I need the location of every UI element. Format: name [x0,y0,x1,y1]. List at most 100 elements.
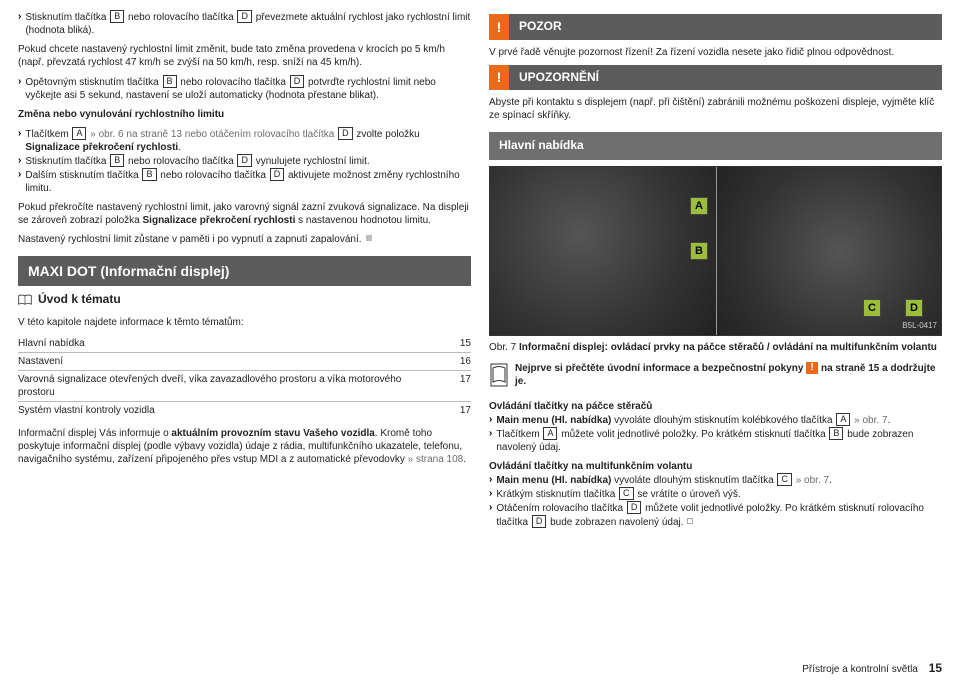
toc-label: Nastavení [18,355,63,368]
key-d: D [290,75,305,88]
toc-label: Hlavní nabídka [18,337,85,350]
chevron-icon: › [18,75,21,102]
read-first-box: Nejprve si přečtěte úvodní informace a b… [489,362,942,392]
text: vyvoláte dlouhým stisknutím tlačítka [611,475,776,486]
toc-row: Nastavení 16 [18,353,471,371]
callout-c: C [863,299,881,317]
callout-d: D [905,299,923,317]
text: Nastavený rychlostní limit zůstane v pam… [18,234,362,245]
toc-page: 17 [460,373,471,399]
text: zvolte položku [354,129,420,140]
key-d: D [237,154,252,167]
footer-label: Přístroje a kontrolní světla [802,664,918,675]
chevron-icon: › [18,127,21,154]
notice-label: POZOR [509,14,942,40]
text: . [888,415,891,426]
text: . [463,454,466,465]
text: . [178,142,181,153]
key-b: B [163,75,177,88]
key-d: D [532,515,547,528]
subsection-main-menu: Hlavní nabídka [489,132,942,160]
chevron-icon: › [489,427,492,454]
warning-inline-icon: ! [806,362,818,374]
caption-text: Informační displej: ovládací prvky na pá… [519,342,937,353]
chevron-icon: › [18,168,21,195]
key-c: C [619,487,634,500]
pozor-text: V prvé řadě věnujte pozornost řízení! Za… [489,46,942,59]
subheading-stalk: Ovládání tlačítky na páčce stěračů [489,400,942,413]
toc-page: 16 [460,355,471,368]
key-b: B [829,427,843,440]
right-column: ! POZOR V prvé řadě věnujte pozornost ří… [489,10,942,529]
text-bold: aktuálním provozním stavu Vašeho vozidla [171,428,374,439]
subheading-wheel: Ovládání tlačítky na multifunkčním volan… [489,460,942,473]
text-bold: Signalizace překročení rychlosti [25,142,178,153]
chevron-icon: › [489,501,492,529]
read-first-text: Nejprve si přečtěte úvodní informace a b… [515,363,806,374]
notice-pozor: ! POZOR [489,14,942,40]
text: nebo rolovacího tlačítka [158,170,269,181]
toc-row: Varovná signalizace otevřených dveří, ví… [18,371,471,402]
key-d: D [270,168,285,181]
bullet-1: › Stisknutím tlačítka B nebo rolovacího … [18,10,471,37]
key-a: A [836,413,850,426]
read-icon [489,362,509,392]
toc-page: 17 [460,404,471,417]
text: nebo rolovacího tlačítka [125,12,236,23]
text: Opětovným stisknutím tlačítka [25,77,161,88]
page-footer: Přístroje a kontrolní světla 15 [802,661,942,677]
bullet-2: › Opětovným stisknutím tlačítka B nebo r… [18,75,471,102]
toc-page: 15 [460,337,471,350]
text: bude zobrazen navolený údaj. [547,517,683,528]
bullet-5: › Dalším stisknutím tlačítka B nebo rolo… [18,168,471,195]
callout-a: A [690,197,708,215]
bullet-r2: › Tlačítkem A můžete volit jednotlivé po… [489,427,942,454]
text: nebo rolovacího tlačítka [125,156,236,167]
bullet-r3: › Main menu (Hl. nabídka) vyvoláte dlouh… [489,473,942,487]
toc-row: Systém vlastní kontroly vozidla 17 [18,402,471,419]
warning-icon: ! [489,65,509,91]
figure-7: A B C D B5L-0417 [489,166,942,336]
bullet-r5: › Otáčením rolovacího tlačítka D můžete … [489,501,942,529]
toc-label: Varovná signalizace otevřených dveří, ví… [18,373,403,399]
text-bold: Signalizace překročení rychlosti [143,215,296,226]
toc-row: Hlavní nabídka 15 [18,335,471,353]
key-d: D [627,501,642,514]
text: Tlačítkem [496,429,542,440]
text: Informační displej Vás informuje o [18,428,171,439]
key-b: B [110,154,124,167]
warning-icon: ! [489,14,509,40]
left-column: › Stisknutím tlačítka B nebo rolovacího … [18,10,471,529]
footer-page: 15 [929,661,942,675]
key-a: A [543,427,557,440]
text: . [829,475,832,486]
key-d: D [237,10,252,23]
text: se vrátíte o úroveň výš. [635,489,741,500]
chevron-icon: › [489,487,492,501]
bullet-4: › Stisknutím tlačítka B nebo rolovacího … [18,154,471,168]
key-a: A [72,127,86,140]
book-icon [18,294,32,306]
text: » obr. 6 na straně 13 nebo otáčením rolo… [87,129,337,140]
text: můžete volit jednotlivé položky. Po krát… [558,429,828,440]
para-info: Informační displej Vás informuje o aktuá… [18,427,471,466]
bullet-r1: › Main menu (Hl. nabídka) vyvoláte dlouh… [489,413,942,427]
text: Otáčením rolovacího tlačítka [496,503,626,514]
intro-label: Úvod k tématu [38,292,121,308]
callout-b: B [690,242,708,260]
key-b: B [110,10,124,23]
para-memory: Nastavený rychlostní limit zůstane v pam… [18,233,471,246]
toc-label: Systém vlastní kontroly vozidla [18,404,155,417]
figure-left-panel [490,167,716,335]
end-marker-icon [366,235,372,241]
text: Stisknutím tlačítka [25,12,109,23]
notice-label: UPOZORNĚNÍ [509,65,942,91]
text-bold: Main menu (Hl. nabídka) [496,415,611,426]
toc-intro: V této kapitole najdete informace k těmt… [18,316,471,329]
figure-code: B5L-0417 [902,321,937,331]
intro-row: Úvod k tématu [18,292,471,308]
para-warn: Pokud překročíte nastavený rychlostní li… [18,201,471,227]
link-strana: » strana 108 [408,454,464,465]
continue-marker-icon [687,518,693,524]
key-d: D [338,127,353,140]
